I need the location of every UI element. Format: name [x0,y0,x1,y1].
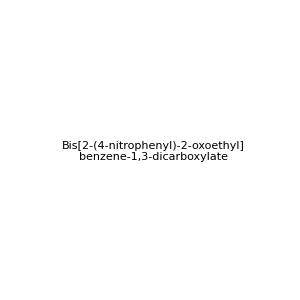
Text: Bis[2-(4-nitrophenyl)-2-oxoethyl] benzene-1,3-dicarboxylate: Bis[2-(4-nitrophenyl)-2-oxoethyl] benzen… [62,141,245,162]
